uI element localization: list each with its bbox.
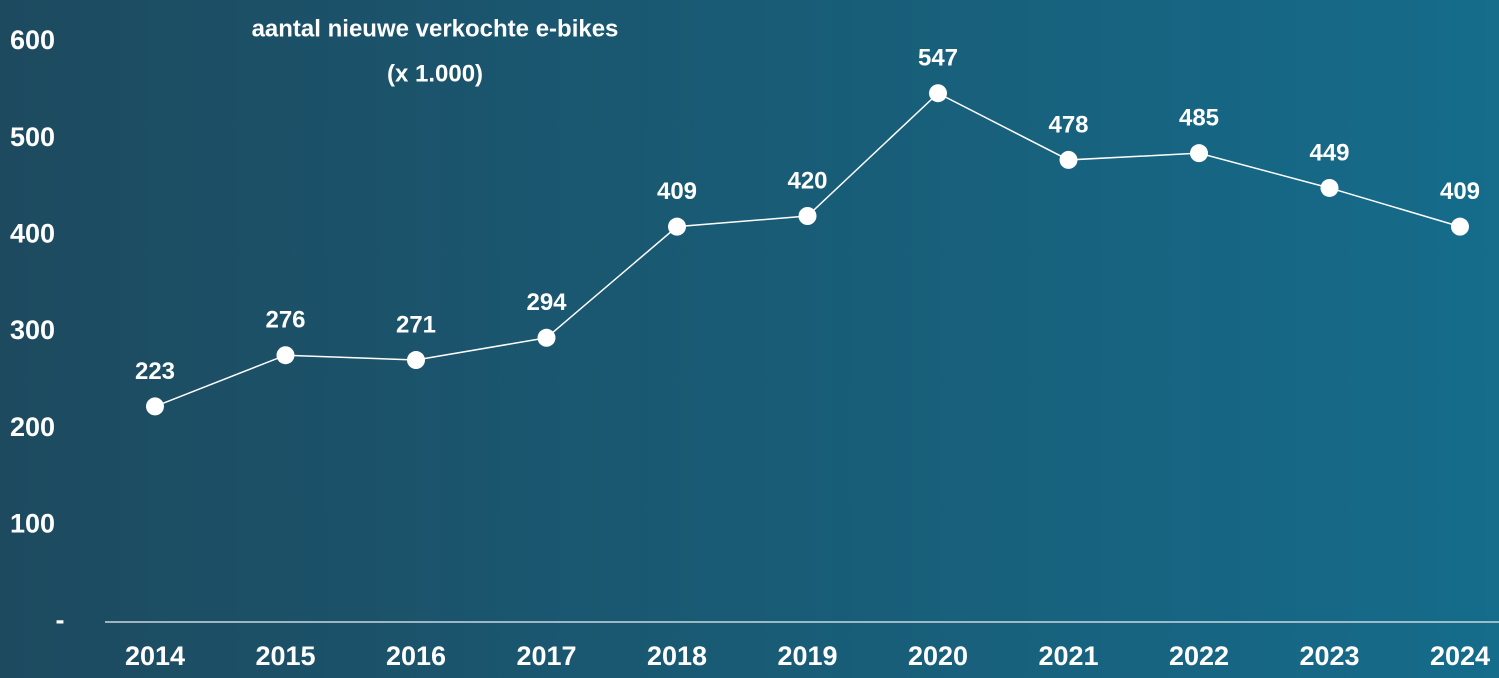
chart-title: aantal nieuwe verkochte e-bikes bbox=[252, 15, 619, 42]
point bbox=[1190, 144, 1208, 163]
data-label: 409 bbox=[1440, 178, 1480, 205]
y-tick-label: 400 bbox=[10, 218, 55, 248]
data-label: 276 bbox=[265, 307, 305, 334]
data-label: 485 bbox=[1179, 105, 1219, 132]
point bbox=[537, 328, 556, 347]
point bbox=[668, 217, 686, 236]
y-tick-label: 500 bbox=[10, 122, 55, 152]
y-tick-label: - bbox=[56, 605, 65, 635]
x-tick-label: 2024 bbox=[1430, 641, 1490, 671]
x-tick-label: 2020 bbox=[908, 641, 968, 671]
x-tick-label: 2016 bbox=[386, 641, 446, 671]
data-label: 271 bbox=[396, 311, 436, 338]
x-tick-label: 2023 bbox=[1299, 641, 1359, 671]
data-label: 409 bbox=[657, 178, 697, 205]
chart-subtitle: (x 1.000) bbox=[387, 60, 483, 87]
point bbox=[146, 397, 164, 416]
y-tick-label: 200 bbox=[10, 412, 55, 442]
y-tick-label: 100 bbox=[10, 508, 55, 538]
x-tick-label: 2021 bbox=[1038, 641, 1098, 671]
point bbox=[407, 351, 425, 370]
y-tick-label: 600 bbox=[10, 25, 55, 55]
point bbox=[1059, 150, 1078, 169]
x-tick-label: 2015 bbox=[255, 641, 315, 671]
x-tick-label: 2018 bbox=[647, 641, 707, 671]
data-label: 294 bbox=[526, 289, 567, 316]
point bbox=[929, 84, 947, 103]
data-label: 223 bbox=[135, 358, 175, 385]
data-label: 449 bbox=[1309, 139, 1349, 166]
point bbox=[276, 346, 295, 365]
x-tick-label: 2019 bbox=[777, 641, 837, 671]
y-tick-label: 300 bbox=[10, 315, 55, 345]
point bbox=[798, 207, 817, 225]
x-tick-label: 2014 bbox=[125, 641, 185, 671]
data-label: 547 bbox=[918, 45, 958, 72]
data-label: 420 bbox=[787, 167, 827, 194]
data-label: 478 bbox=[1048, 111, 1088, 138]
x-tick-label: 2022 bbox=[1169, 641, 1229, 671]
point bbox=[1451, 217, 1469, 236]
point bbox=[1320, 178, 1339, 197]
x-tick-label: 2017 bbox=[516, 641, 576, 671]
